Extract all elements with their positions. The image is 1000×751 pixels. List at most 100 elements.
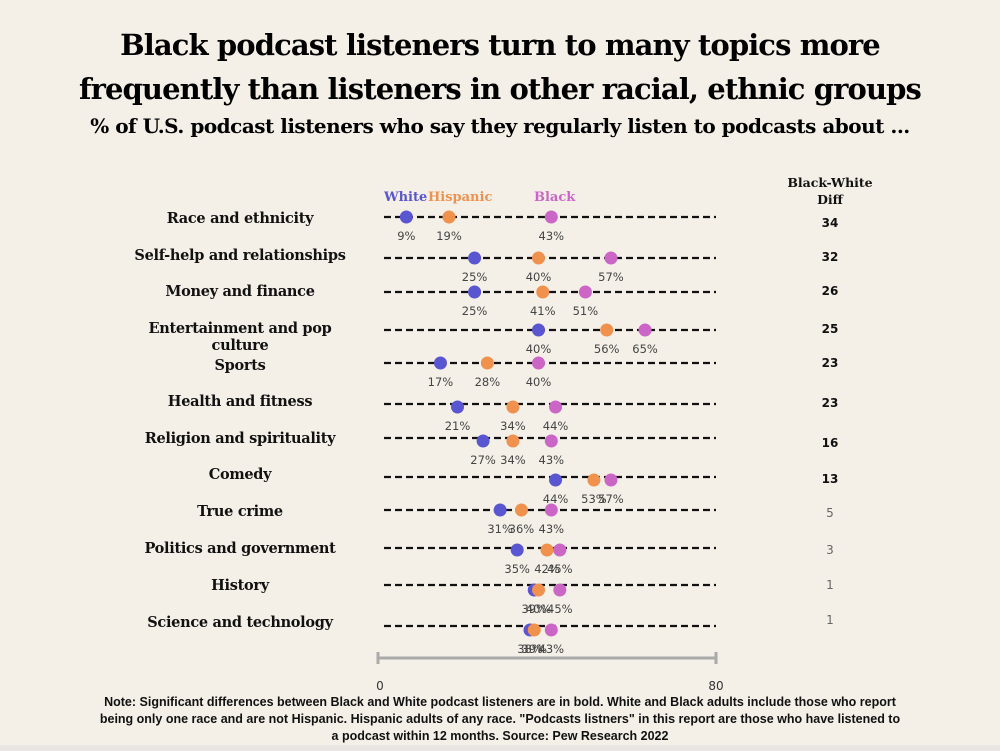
dot-white — [468, 285, 482, 299]
value-label-white: 44% — [543, 492, 569, 506]
value-label-hispanic: 40% — [526, 602, 552, 616]
dot-white — [476, 434, 490, 448]
value-label-black: 44% — [543, 419, 569, 433]
note-line2: being only one race and are not Hispanic… — [99, 712, 901, 726]
category-label: Money and finance — [165, 283, 315, 300]
value-label-black: 43% — [539, 453, 565, 467]
value-label-white: 21% — [445, 419, 471, 433]
diff-value: 13 — [821, 472, 839, 486]
value-label-black: 45% — [547, 602, 573, 616]
dot-white — [468, 251, 482, 265]
dot-white — [399, 210, 413, 224]
dot-hispanic — [532, 583, 545, 597]
dot-hispanic — [600, 323, 614, 337]
category-label: Health and fitness — [167, 393, 313, 410]
dot-black — [544, 623, 558, 637]
dot-black — [544, 503, 558, 517]
dot-hispanic — [536, 285, 550, 299]
diff-value: 32 — [821, 250, 839, 264]
value-label-hispanic: 34% — [500, 419, 526, 433]
dot-hispanic — [527, 623, 541, 637]
value-label-white: 9% — [397, 229, 415, 243]
value-label-white: 35% — [504, 562, 530, 576]
dot-black — [578, 285, 592, 299]
chart-title-line2: frequently than listeners in other racia… — [79, 72, 922, 106]
category-label: History — [211, 577, 269, 594]
diff-value: 5 — [826, 506, 834, 520]
value-label-white: 25% — [462, 270, 488, 284]
dot-black — [604, 251, 618, 265]
value-label-hispanic: 42% — [534, 562, 560, 576]
category-label: Self-help and relationships — [134, 247, 346, 264]
x-tick-label: 0 — [376, 679, 384, 693]
chart-title-line1: Black podcast listeners turn to many top… — [120, 28, 881, 62]
x-tick-label: 80 — [708, 679, 723, 693]
diff-value: 34 — [821, 216, 839, 230]
bottom-strip — [0, 745, 1000, 751]
value-label-hispanic: 56% — [594, 342, 620, 356]
value-label-white: 27% — [470, 453, 496, 467]
value-label-white: 31% — [487, 522, 513, 536]
value-label-black: 51% — [573, 304, 599, 318]
category-label: True crime — [197, 503, 283, 520]
value-label-hispanic: 39% — [521, 642, 547, 656]
category-label: Entertainment and pop culture — [148, 320, 332, 354]
dot-black — [532, 356, 545, 370]
diff-value: 1 — [826, 613, 834, 627]
dot-black — [553, 543, 567, 557]
dot-hispanic — [587, 473, 601, 487]
dot-hispanic — [506, 434, 520, 448]
dot-white — [549, 473, 563, 487]
value-label-hispanic: 28% — [475, 375, 501, 389]
value-label-white: 25% — [462, 304, 488, 318]
value-label-black: 43% — [539, 642, 565, 656]
note-line3: a podcast within 12 months. Source: Pew … — [331, 729, 669, 743]
value-label-white: 38% — [517, 642, 543, 656]
value-label-hispanic: 41% — [530, 304, 556, 318]
diff-value: 16 — [821, 436, 839, 450]
diff-header-line1: Black-White — [787, 175, 873, 190]
dot-hispanic — [514, 503, 528, 517]
category-label: Politics and government — [144, 540, 336, 557]
value-label-black: 57% — [598, 492, 624, 506]
value-label-black: 45% — [547, 562, 573, 576]
value-label-white: 17% — [428, 375, 454, 389]
dot-hispanic — [480, 356, 494, 370]
dot-hispanic — [532, 251, 545, 265]
dot-black — [549, 400, 563, 414]
category-label: Science and technology — [147, 614, 333, 631]
dot-hispanic — [540, 543, 554, 557]
value-label-hispanic: 53% — [581, 492, 607, 506]
diff-header-line2: Diff — [817, 192, 843, 207]
diff-value: 25 — [821, 322, 839, 336]
diff-value: 3 — [826, 543, 834, 557]
dot-black — [544, 210, 558, 224]
diff-column-header: Black-White Diff — [775, 174, 885, 208]
diff-value: 23 — [821, 396, 839, 410]
category-label: Comedy — [208, 466, 272, 483]
dot-hispanic — [506, 400, 520, 414]
legend-white: White — [384, 190, 428, 205]
footnote: Note: Significant differences between Bl… — [60, 694, 940, 745]
dot-black — [553, 583, 567, 597]
category-label: Religion and spirituality — [144, 430, 336, 447]
value-label-white: 39% — [521, 602, 547, 616]
category-label: Race and ethnicity — [166, 210, 314, 227]
dot-white — [532, 323, 545, 337]
diff-value: 1 — [826, 578, 834, 592]
value-label-black: 43% — [539, 229, 565, 243]
dot-black — [604, 473, 618, 487]
value-label-hispanic: 19% — [436, 229, 462, 243]
dot-white — [510, 543, 524, 557]
diff-value: 26 — [821, 284, 839, 298]
value-label-hispanic: 36% — [509, 522, 535, 536]
note-line1: Note: Significant differences between Bl… — [104, 695, 896, 709]
dot-hispanic — [442, 210, 456, 224]
dot-white — [433, 356, 447, 370]
value-label-black: 43% — [539, 522, 565, 536]
value-label-white: 40% — [526, 342, 552, 356]
category-label: Sports — [214, 357, 266, 374]
value-label-hispanic: 34% — [500, 453, 526, 467]
legend-black: Black — [534, 190, 576, 205]
